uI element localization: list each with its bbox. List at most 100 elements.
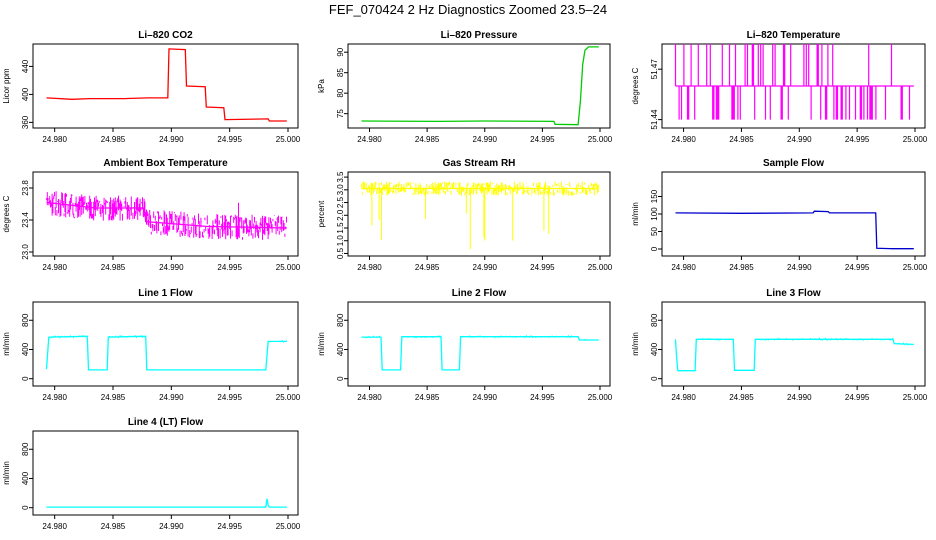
y-tick-label: 400 <box>21 87 30 101</box>
x-tick-label: 24.985 <box>415 393 440 402</box>
panel-1: Li–820 CO2 Licor ppm 24.980 24.985 24.990 24.… <box>2 30 301 144</box>
y-tick-label: 0 <box>336 376 345 381</box>
panel-title: Gas Stream RH <box>443 158 516 169</box>
y-tick-label: 1.0 <box>336 235 345 247</box>
x-tick-label: 24.990 <box>787 263 812 272</box>
panel-title: Line 3 Flow <box>766 288 821 299</box>
x-tick-label: 24.985 <box>101 135 126 144</box>
y-tick-label: 85 <box>336 68 345 77</box>
x-tick-label: 24.995 <box>845 135 870 144</box>
y-tick-label: 800 <box>21 442 30 456</box>
y-tick-label: 2.0 <box>336 209 345 221</box>
y-tick-label: 2.5 <box>336 196 345 208</box>
y-tick-label: 1.5 <box>336 222 345 234</box>
panel-title: Ambient Box Temperature <box>103 158 228 169</box>
y-tick-label: 0 <box>650 246 659 251</box>
y-tick-label: 75 <box>336 109 345 118</box>
series-noise <box>47 335 287 356</box>
x-tick-label: 24.980 <box>42 135 67 144</box>
panel-title: Li–820 Pressure <box>441 30 518 41</box>
panel-8: Line 2 Flow ml/min 24.980 24.985 24.990 24.99… <box>317 288 613 402</box>
panel-title: Li–820 CO2 <box>138 30 193 41</box>
y-tick-label: 3.5 <box>336 171 345 183</box>
series-noise <box>361 181 599 250</box>
x-tick-label: 24.980 <box>42 263 67 272</box>
x-tick-label: 25.000 <box>276 263 301 272</box>
x-tick-label: 24.990 <box>159 522 184 531</box>
y-tick-label: 23.4 <box>21 212 30 228</box>
panel-4: Ambient Box Temperature degrees C 24.980 24… <box>2 158 301 272</box>
series-noise <box>674 44 911 120</box>
y-axis-label: ml/min <box>2 332 11 356</box>
x-tick-label: 24.995 <box>845 393 870 402</box>
x-tick-label: 24.985 <box>729 393 754 402</box>
x-tick-label: 25.000 <box>588 135 613 144</box>
y-tick-label: 50 <box>650 227 659 236</box>
y-tick-label: 51.47 <box>650 59 659 80</box>
plot-frame <box>347 171 611 257</box>
x-tick-label: 24.995 <box>530 135 555 144</box>
y-axis-label: degrees C <box>2 195 11 232</box>
plot-frame <box>661 171 926 257</box>
plot-frame <box>32 301 299 387</box>
x-tick-label: 24.985 <box>729 135 754 144</box>
panel-9: Line 3 Flow ml/min 24.980 24.985 24.990 24.99… <box>631 288 928 402</box>
plot-frame <box>661 301 926 387</box>
series-noise <box>675 337 913 358</box>
y-tick-label: 0 <box>21 505 30 510</box>
y-tick-label: 0 <box>21 376 30 381</box>
series-line <box>45 335 287 371</box>
x-tick-label: 24.985 <box>101 393 126 402</box>
panel-7: Line 1 Flow ml/min 24.980 24.985 24.990 24.99… <box>2 288 301 402</box>
panel-5: Gas Stream RH percent 24.980 24.985 24.990 24… <box>317 158 613 272</box>
y-axis-label: kPa <box>317 79 326 93</box>
series-line <box>46 48 287 122</box>
plot-frame <box>347 301 611 387</box>
y-tick-label: 3.0 <box>336 184 345 196</box>
y-tick-label: 51.44 <box>650 109 659 130</box>
y-tick-label: 90 <box>336 47 345 56</box>
x-tick-label: 24.980 <box>42 393 67 402</box>
series-noise <box>46 191 287 240</box>
series-line <box>361 336 599 371</box>
plot-frame <box>661 43 926 129</box>
y-tick-label: 400 <box>21 471 30 485</box>
plot-frame <box>32 171 299 257</box>
x-tick-label: 25.000 <box>588 263 613 272</box>
y-tick-label: 0.5 <box>336 247 345 259</box>
x-tick-label: 24.990 <box>473 135 498 144</box>
panel-title: Sample Flow <box>763 158 824 169</box>
x-tick-label: 24.995 <box>845 263 870 272</box>
x-tick-label: 24.980 <box>357 263 382 272</box>
x-tick-label: 24.980 <box>42 522 67 531</box>
y-tick-label: 23.0 <box>21 244 30 260</box>
y-axis-label: Licor ppm <box>2 68 11 103</box>
y-axis-label: percent <box>317 200 326 227</box>
y-tick-label: 400 <box>650 342 659 356</box>
x-tick-label: 25.000 <box>276 393 301 402</box>
x-tick-label: 25.000 <box>903 135 928 144</box>
x-tick-label: 24.980 <box>671 135 696 144</box>
panel-title: Line 4 (LT) Flow <box>128 417 204 428</box>
x-tick-label: 25.000 <box>276 135 301 144</box>
panel-10: Line 4 (LT) Flow ml/min 24.980 24.985 24.990… <box>2 417 301 531</box>
panel-6: Sample Flow ml/min 24.980 24.985 24.990 24.99… <box>631 158 928 272</box>
x-tick-label: 24.995 <box>217 393 242 402</box>
y-tick-label: 0 <box>650 376 659 381</box>
x-tick-label: 24.985 <box>415 135 440 144</box>
y-tick-label: 800 <box>336 313 345 327</box>
x-tick-label: 24.995 <box>217 522 242 531</box>
series-line <box>674 338 914 372</box>
x-tick-label: 24.995 <box>530 263 555 272</box>
x-tick-label: 25.000 <box>903 263 928 272</box>
plot-frame <box>32 43 299 129</box>
x-tick-label: 24.990 <box>159 393 184 402</box>
y-tick-label: 440 <box>21 59 30 73</box>
x-tick-label: 24.985 <box>101 263 126 272</box>
plot-frame <box>32 430 299 516</box>
y-axis-label: ml/min <box>317 332 326 356</box>
y-axis-label: ml/min <box>2 461 11 485</box>
x-tick-label: 25.000 <box>903 393 928 402</box>
panel-title: Li–820 Temperature <box>747 30 841 41</box>
x-tick-label: 24.985 <box>729 263 754 272</box>
